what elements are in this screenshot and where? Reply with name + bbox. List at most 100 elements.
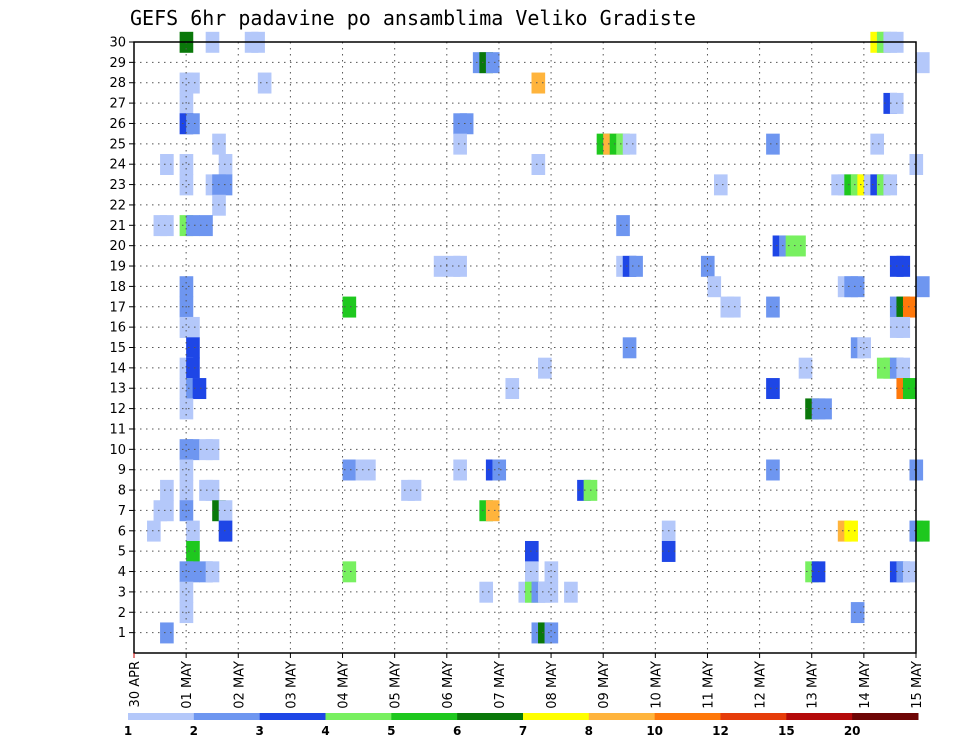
x-tick-label: 02 MAY: [232, 661, 247, 709]
data-cell: [766, 378, 780, 400]
y-tick-label: 12: [109, 402, 126, 417]
data-cell: [160, 479, 174, 501]
data-cell: [186, 357, 200, 379]
y-tick-label: 13: [109, 382, 126, 397]
colorbar-segment: [259, 713, 326, 720]
y-tick-label: 30: [109, 36, 126, 51]
y-tick-label: 4: [118, 565, 126, 580]
colorbar-label: 2: [190, 724, 198, 738]
data-cell: [160, 215, 174, 237]
colorbar-segment: [128, 713, 195, 720]
y-tick-label: 26: [109, 117, 126, 132]
data-cell: [186, 520, 200, 542]
colorbar-label: 10: [646, 724, 663, 738]
x-tick-label: 09 MAY: [597, 661, 612, 709]
data-cell: [902, 378, 917, 400]
data-cell: [857, 337, 871, 359]
data-cell: [707, 276, 722, 298]
data-cell: [342, 561, 357, 583]
y-tick-label: 19: [109, 260, 126, 275]
colorbar-segment: [786, 713, 853, 720]
x-tick-label: 12 MAY: [754, 661, 769, 709]
data-cell: [792, 235, 806, 257]
data-cell: [218, 154, 233, 175]
colorbar-segment: [654, 713, 721, 720]
y-tick-label: 7: [118, 504, 126, 519]
colorbar-segment: [457, 713, 524, 720]
x-tick-label: 13 MAY: [806, 661, 821, 709]
colorbar-segment: [720, 713, 787, 720]
data-cell: [564, 581, 578, 603]
y-tick-label: 17: [109, 300, 126, 315]
colorbar-label: 7: [519, 724, 527, 738]
data-cell: [453, 255, 467, 277]
data-cell: [700, 255, 715, 277]
data-cell: [525, 561, 539, 583]
data-cell: [850, 276, 865, 298]
data-cell: [870, 133, 885, 155]
x-tick-label: 05 MAY: [389, 661, 404, 709]
data-cell: [160, 622, 174, 644]
data-cell: [766, 459, 780, 481]
data-cell: [192, 378, 207, 400]
data-cell: [218, 174, 233, 196]
data-cell: [342, 459, 357, 481]
y-tick-label: 28: [109, 76, 126, 91]
cells-group: [147, 31, 930, 644]
data-cell: [727, 296, 741, 318]
data-cell: [179, 479, 194, 501]
y-tick-label: 14: [109, 361, 126, 376]
y-tick-label: 1: [118, 626, 126, 641]
data-cell: [616, 215, 630, 237]
y-tick-label: 22: [109, 198, 126, 213]
colorbar-segment: [523, 713, 590, 720]
y-tick-label: 3: [118, 585, 126, 600]
data-cell: [147, 520, 161, 542]
data-cell: [544, 622, 559, 644]
colorbar-label: 5: [387, 724, 395, 738]
y-tick-label: 27: [109, 97, 126, 112]
data-cell: [485, 52, 500, 74]
data-cell: [186, 439, 200, 461]
y-tick-label: 11: [109, 422, 126, 437]
colorbar-segment: [852, 713, 919, 720]
data-cell: [850, 602, 865, 624]
x-tick-label: 06 MAY: [441, 661, 456, 709]
x-tick-label: 03 MAY: [284, 661, 299, 709]
x-tick-label: 08 MAY: [545, 661, 560, 709]
data-cell: [186, 561, 200, 583]
x-tick-label: 10 MAY: [649, 661, 664, 709]
colorbar-label: 8: [585, 724, 593, 738]
data-cell: [629, 255, 643, 277]
y-tick-label: 16: [109, 321, 126, 336]
y-tick-label: 23: [109, 178, 126, 193]
data-cell: [453, 133, 467, 155]
y-tick-label: 18: [109, 280, 126, 295]
colorbar-label: 3: [255, 724, 263, 738]
data-cell: [186, 72, 200, 94]
y-tick-label: 2: [118, 606, 126, 621]
data-cell: [407, 479, 422, 501]
data-cell: [218, 520, 233, 542]
y-tick-label: 8: [118, 484, 126, 499]
y-tick-label: 5: [118, 545, 126, 560]
data-cell: [186, 215, 200, 237]
colorbar-segment: [325, 713, 392, 720]
data-cell: [622, 133, 637, 155]
data-cell: [492, 459, 507, 481]
data-cell: [160, 154, 174, 175]
y-tick-label: 29: [109, 56, 126, 71]
data-cell: [179, 154, 194, 175]
data-cell: [916, 276, 930, 298]
y-tick-label: 24: [109, 158, 126, 173]
data-cell: [766, 296, 780, 318]
data-cell: [257, 72, 272, 94]
y-tick-label: 10: [109, 443, 126, 458]
data-cell: [538, 357, 552, 379]
colorbar-segment: [391, 713, 458, 720]
x-tick-label: 15 MAY: [910, 661, 925, 709]
colorbar-label: 20: [844, 724, 861, 738]
data-cell: [622, 337, 637, 359]
data-cell: [179, 276, 194, 298]
